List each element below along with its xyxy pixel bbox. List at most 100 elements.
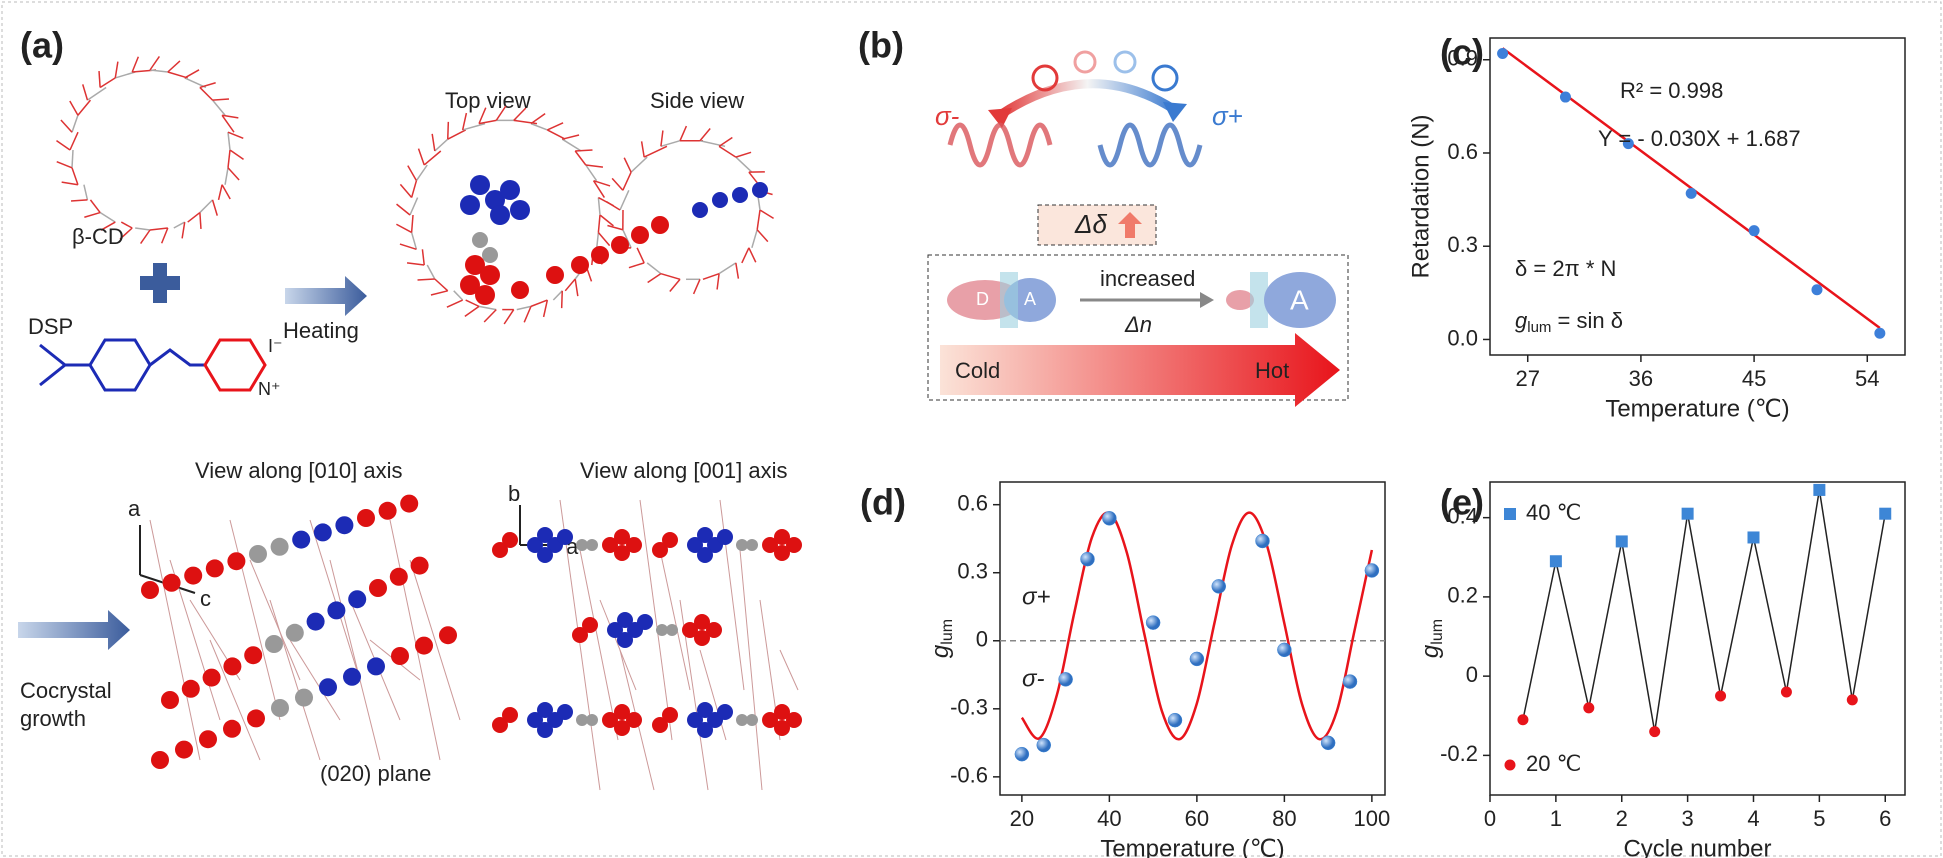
atom — [502, 707, 518, 723]
atom — [576, 714, 588, 726]
y-axis-label: glum — [927, 619, 956, 658]
bond — [574, 278, 579, 297]
circle-icon — [1151, 64, 1179, 92]
atom — [694, 614, 710, 630]
x-tick-label: 4 — [1747, 806, 1759, 831]
atom — [697, 722, 713, 738]
legend-marker — [1504, 759, 1516, 771]
bond — [560, 290, 563, 309]
bond — [289, 639, 341, 721]
bond — [426, 264, 436, 280]
atom — [527, 712, 543, 728]
point — [1211, 579, 1226, 594]
bond — [735, 151, 752, 158]
bond — [417, 278, 435, 281]
label: D — [976, 289, 989, 309]
bond — [523, 306, 532, 323]
bond — [227, 149, 231, 168]
point — [1681, 507, 1694, 520]
circle-icon — [1031, 64, 1059, 92]
bond — [135, 227, 151, 231]
bond — [447, 121, 450, 140]
bond — [224, 167, 229, 185]
atom — [602, 712, 618, 728]
atom — [306, 612, 325, 631]
atom — [391, 647, 409, 665]
atom — [762, 537, 778, 553]
bond — [71, 149, 74, 168]
atom — [717, 704, 733, 720]
atom — [732, 187, 748, 203]
atom — [223, 657, 242, 676]
atom — [202, 668, 221, 687]
x-tick-label: 36 — [1629, 366, 1653, 391]
bond — [421, 249, 425, 266]
atom — [591, 246, 609, 264]
bond — [149, 227, 168, 231]
x-tick-label: 0 — [1484, 806, 1496, 831]
bond — [69, 131, 79, 151]
bond — [221, 184, 231, 200]
atom — [687, 537, 703, 553]
bond — [227, 131, 244, 140]
annotation: R² = 0.998 — [1620, 78, 1723, 103]
x-axis-label: Temperature (℃) — [1100, 835, 1284, 858]
atom — [389, 567, 408, 586]
bond — [199, 199, 214, 214]
x-tick-label: 1 — [1550, 806, 1562, 831]
atom — [746, 714, 758, 726]
atom — [712, 192, 728, 208]
atom — [482, 247, 498, 263]
atom — [460, 195, 480, 215]
atom — [656, 624, 668, 636]
atom — [492, 542, 508, 558]
point — [1036, 737, 1051, 753]
label: N⁺ — [258, 379, 281, 399]
annotation-rest: = sin δ — [1551, 308, 1623, 333]
atom — [490, 205, 510, 225]
bond — [227, 167, 240, 181]
legend-label: 20 ℃ — [1526, 751, 1581, 776]
bond — [173, 221, 186, 229]
bond — [647, 273, 662, 284]
bond — [184, 69, 200, 79]
atom — [617, 632, 633, 648]
bond — [718, 145, 737, 158]
bond — [71, 115, 79, 133]
bond — [478, 119, 497, 125]
bond — [592, 180, 606, 198]
point — [1874, 327, 1886, 339]
bond — [69, 100, 79, 116]
atom — [572, 627, 588, 643]
atom — [205, 559, 224, 578]
bond — [446, 299, 463, 308]
bond — [409, 197, 419, 216]
bond — [149, 56, 161, 71]
beta-cd-ring — [56, 56, 244, 244]
bond — [628, 262, 645, 269]
bond — [461, 112, 468, 131]
atom — [662, 707, 678, 723]
atom — [480, 265, 500, 285]
bond — [82, 84, 89, 101]
crystal-structures — [141, 105, 802, 791]
atom — [271, 699, 289, 717]
label: Δn — [1124, 312, 1152, 337]
atom — [571, 256, 589, 274]
y-tick-label: -0.3 — [950, 695, 988, 720]
x-tick-label: 20 — [1010, 806, 1034, 831]
bond — [607, 224, 624, 231]
atom — [313, 523, 332, 542]
bond — [430, 290, 448, 296]
bond — [70, 199, 88, 202]
bond — [530, 113, 546, 125]
inset-box — [927, 254, 1349, 401]
bond — [131, 56, 140, 73]
x-axis-label: Cycle number — [1623, 835, 1771, 858]
atom — [546, 266, 564, 284]
atom — [557, 704, 573, 720]
atom — [439, 626, 457, 645]
bond — [431, 133, 436, 152]
